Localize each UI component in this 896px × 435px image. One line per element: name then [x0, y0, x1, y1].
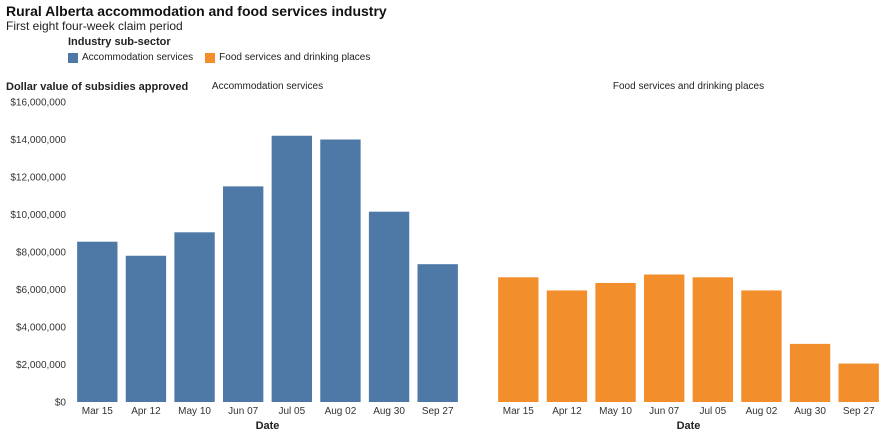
- legend-title: Industry sub-sector: [68, 36, 171, 48]
- x-tick-label: Jun 07: [228, 406, 258, 417]
- chart-subtitle: First eight four-week claim period: [6, 19, 183, 33]
- chart-title: Rural Alberta accommodation and food ser…: [6, 3, 387, 19]
- x-tick-label: Aug 02: [325, 406, 357, 417]
- y-tick-label: $8,000,000: [16, 248, 66, 259]
- bar: [223, 186, 264, 402]
- x-tick-label: Mar 15: [82, 406, 114, 417]
- y-tick-label: $16,000,000: [10, 98, 66, 109]
- panel-title: Food services and drinking places: [613, 81, 764, 92]
- y-tick-label: $10,000,000: [10, 210, 66, 221]
- y-tick-label: $2,000,000: [16, 360, 66, 371]
- legend: Accommodation services Food services and…: [68, 52, 370, 63]
- legend-item-accommodation[interactable]: Accommodation services: [68, 52, 193, 63]
- bar: [174, 232, 215, 402]
- bar: [498, 277, 539, 402]
- bar: [125, 255, 167, 402]
- panel-title: Accommodation services: [212, 81, 323, 92]
- x-tick-label: Apr 12: [131, 406, 161, 417]
- x-tick-label: May 10: [178, 406, 211, 417]
- legend-swatch-food: [205, 52, 216, 63]
- x-tick-label: Aug 02: [746, 406, 778, 417]
- x-tick-label: Aug 30: [794, 406, 826, 417]
- y-tick-label: $0: [55, 398, 67, 409]
- bar: [368, 211, 410, 402]
- x-tick-label: Sep 27: [422, 406, 454, 417]
- legend-label-accommodation: Accommodation services: [82, 52, 194, 63]
- x-tick-label: Apr 12: [552, 406, 582, 417]
- x-tick-label: Jun 07: [649, 406, 679, 417]
- bar: [692, 277, 733, 402]
- x-tick-label: Sep 27: [843, 406, 875, 417]
- bar: [546, 290, 588, 402]
- y-tick-label: $12,000,000: [10, 173, 66, 184]
- bar: [320, 139, 361, 402]
- x-tick-label: May 10: [599, 406, 632, 417]
- bar: [417, 264, 458, 402]
- bar: [77, 241, 118, 402]
- bar: [595, 282, 636, 402]
- x-axis-title: Date: [677, 420, 701, 432]
- y-tick-label: $14,000,000: [10, 135, 66, 146]
- y-axis-title: Dollar value of subsidies approved: [6, 81, 189, 93]
- x-tick-label: Jul 05: [278, 406, 305, 417]
- legend-item-food[interactable]: Food services and drinking places: [205, 52, 370, 63]
- y-tick-label: $4,000,000: [16, 323, 66, 334]
- bar: [789, 343, 831, 402]
- x-tick-label: Aug 30: [373, 406, 405, 417]
- x-axis-title: Date: [256, 420, 280, 432]
- bar: [838, 363, 879, 402]
- bar: [741, 290, 782, 402]
- bar: [271, 135, 312, 402]
- y-tick-label: $6,000,000: [16, 285, 66, 296]
- bar: [644, 274, 685, 402]
- legend-label-food: Food services and drinking places: [219, 52, 371, 63]
- x-tick-label: Mar 15: [503, 406, 535, 417]
- legend-swatch-accommodation: [68, 52, 78, 63]
- x-tick-label: Jul 05: [699, 406, 726, 417]
